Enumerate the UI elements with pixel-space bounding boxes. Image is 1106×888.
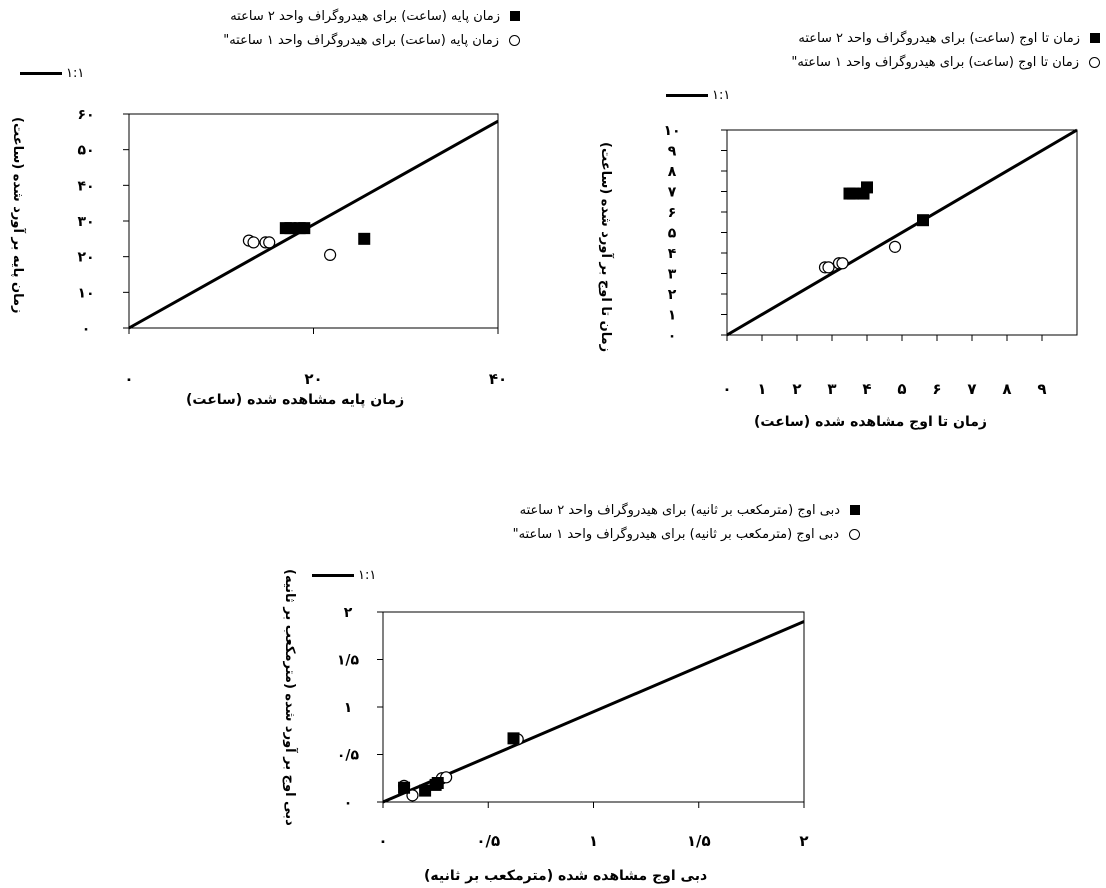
y-tick-label: ۲	[668, 287, 677, 303]
legend-base-time: زمان پایه (ساعت) برای هیدروگراف واحد ۲ س…	[0, 4, 520, 52]
circle-marker-icon	[1089, 56, 1100, 68]
x-tick-label: ۱	[589, 832, 598, 850]
legend-peak-discharge: دبی اوج (مترمکعب بر ثانیه) برای هیدروگرا…	[320, 498, 860, 546]
legend-item-1h: زمان تا اوج (ساعت) برای هیدروگراف واحد ۱…	[580, 50, 1100, 74]
line-marker-icon	[20, 72, 62, 75]
circle-marker-icon	[509, 34, 520, 46]
data-point-square	[431, 777, 444, 789]
legend-label-2h: زمان تا اوج (ساعت) برای هیدروگراف واحد ۲…	[798, 30, 1080, 46]
legend-item-2h: زمان تا اوج (ساعت) برای هیدروگراف واحد ۲…	[580, 26, 1100, 50]
x-tick-label: ۲۰	[304, 370, 322, 388]
data-point-circle	[888, 240, 902, 253]
y-tick-label: ۵۰	[77, 143, 94, 159]
y-tick-label: ۷	[668, 185, 677, 201]
x-tick-label: ۰	[722, 380, 731, 398]
legend-label-1h: دبی اوج (مترمکعب بر ثانیه) برای هیدروگرا…	[512, 526, 839, 542]
y-tick-label: ۱	[344, 700, 353, 716]
legend-label-1h: زمان تا اوج (ساعت) برای هیدروگراف واحد ۱…	[791, 54, 1079, 70]
data-point-square	[358, 232, 371, 245]
data-point-square	[917, 214, 929, 227]
x-tick-label: ۱	[757, 380, 766, 398]
square-marker-icon	[1090, 33, 1100, 43]
one-to-one-line	[382, 620, 805, 804]
y-tick-label: ۶	[668, 205, 677, 221]
y-tick-label: ۳۰	[77, 214, 94, 230]
legend-item-1h: زمان پایه (ساعت) برای هیدروگراف واحد ۱ س…	[0, 28, 520, 52]
data-point-square	[847, 187, 859, 200]
data-point-circle	[822, 261, 835, 274]
line-marker-icon	[666, 94, 708, 97]
y-tick-label: ۲۰	[77, 250, 94, 266]
data-point-circle	[247, 236, 260, 249]
y-tick-label: ۱	[668, 308, 677, 324]
data-point-square	[861, 181, 873, 194]
x-tick-label: ۲	[799, 832, 808, 850]
legend-label-1to1: ۱:۱	[712, 88, 731, 103]
plot-area-time-to-peak: ۰ ۱ ۲ ۳ ۴ ۵ ۶ ۷ ۸ ۹ ۱۰ ۰ ۱ ۲ ۳ ۴ ۵ ۶ ۷ ۸ ۹	[663, 123, 1078, 398]
data-point-square	[284, 222, 297, 235]
circle-marker-icon	[849, 528, 860, 540]
y-tick-label: ۰/۵	[337, 748, 360, 764]
x-tick-label: ۷	[967, 380, 976, 398]
y-tick-label: ۸	[668, 164, 677, 180]
x-tick-label: ۴	[862, 380, 871, 398]
legend-label-2h: زمان پایه (ساعت) برای هیدروگراف واحد ۲ س…	[230, 8, 500, 24]
legend-label-1h: زمان پایه (ساعت) برای هیدروگراف واحد ۱ س…	[223, 32, 499, 48]
x-tick-label: ۹	[1037, 380, 1046, 398]
plot-area-base-time: ۰ ۱۰ ۲۰ ۳۰ ۴۰ ۵۰ ۶۰ ۰ ۲۰ ۴۰	[77, 107, 507, 388]
y-tick-label: ۰	[82, 321, 91, 337]
data-point-circle	[263, 236, 276, 249]
x-tick-label: ۰/۵	[476, 832, 500, 850]
x-tick-label: ۶	[932, 380, 941, 398]
square-marker-icon	[850, 505, 860, 515]
y-tick-label: ۱۰	[663, 123, 680, 139]
y-tick-label: ۴	[668, 246, 677, 262]
legend-item-1to1: ۱:۱	[666, 88, 730, 103]
y-tick-label: ۰	[668, 328, 677, 344]
data-point-circle	[324, 248, 337, 261]
legend-item-2h: زمان پایه (ساعت) برای هیدروگراف واحد ۲ س…	[0, 4, 520, 28]
y-tick-label: ۴۰	[77, 178, 94, 194]
y-axis-label: دبی اوج بر آورد شده (مترمکعب بر ثانیه)	[282, 569, 297, 826]
x-tick-label: ۴۰	[489, 370, 507, 388]
x-axis-label: زمان تا اوج مشاهده شده (ساعت)	[754, 414, 987, 430]
x-tick-label: ۰	[124, 370, 133, 388]
x-tick-label: ۸	[1002, 380, 1011, 398]
legend-item-1to1: ۱:۱	[312, 568, 376, 583]
square-marker-icon	[510, 11, 520, 21]
legend-time-to-peak: زمان تا اوج (ساعت) برای هیدروگراف واحد ۲…	[580, 26, 1100, 74]
one-to-one-line	[726, 128, 1078, 337]
y-tick-label: ۰	[344, 795, 353, 811]
y-tick-label: ۵	[668, 226, 677, 242]
x-tick-label: ۱/۵	[687, 832, 711, 850]
x-tick-label: ۵	[897, 380, 906, 398]
data-point-square	[398, 781, 411, 794]
y-tick-label: ۱۰	[77, 285, 94, 301]
x-axis-label: زمان پایه مشاهده شده (ساعت)	[186, 392, 405, 408]
y-tick-label: ۲	[344, 605, 353, 621]
data-point-square	[507, 732, 520, 745]
y-tick-label: ۳	[668, 267, 677, 283]
legend-label-2h: دبی اوج (مترمکعب بر ثانیه) برای هیدروگرا…	[519, 502, 840, 518]
y-tick-label: ۶۰	[77, 107, 94, 123]
line-marker-icon	[312, 574, 354, 577]
y-axis-label: زمان تا اوج بر آورد شده (ساعت)	[598, 141, 613, 353]
x-axis-label: دبی اوج مشاهده شده (مترمکعب بر ثانیه)	[424, 868, 708, 884]
y-axis-label: زمان پایه بر آورد شده (ساعت)	[10, 116, 25, 314]
y-tick-label: ۹	[668, 144, 677, 160]
data-point-square	[298, 222, 311, 235]
data-point-circle	[836, 257, 849, 270]
x-tick-label: ۳	[827, 380, 836, 398]
legend-label-1to1: ۱:۱	[358, 568, 377, 583]
y-tick-label: ۱/۵	[337, 653, 360, 669]
x-tick-label: ۰	[378, 832, 387, 850]
x-tick-label: ۲	[792, 380, 801, 398]
data-point-square	[419, 784, 432, 797]
one-to-one-line	[128, 119, 499, 330]
legend-item-2h: دبی اوج (مترمکعب بر ثانیه) برای هیدروگرا…	[320, 498, 860, 522]
legend-label-1to1: ۱:۱	[66, 66, 85, 81]
legend-item-1h: دبی اوج (مترمکعب بر ثانیه) برای هیدروگرا…	[320, 522, 860, 546]
legend-item-1to1: ۱:۱	[20, 66, 84, 81]
